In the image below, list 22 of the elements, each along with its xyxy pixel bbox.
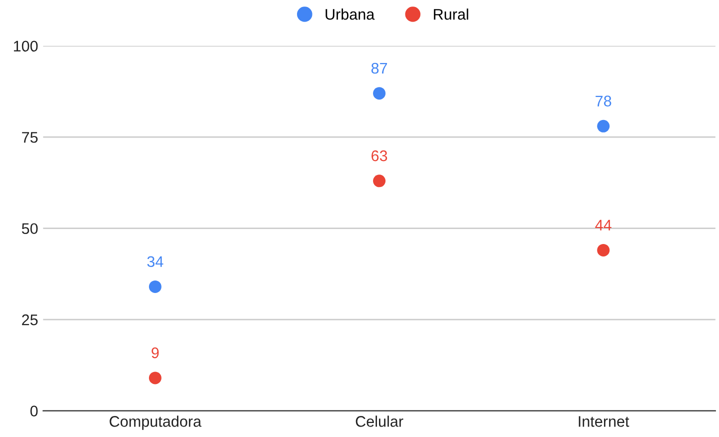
- y-tick-label: 25: [22, 314, 38, 326]
- y-tick-label: 75: [22, 132, 38, 143]
- y-tick-label: 0: [30, 406, 38, 416]
- data-label: 78: [596, 96, 612, 106]
- legend-label: Rural: [434, 8, 468, 20]
- point: [373, 87, 386, 100]
- point: [597, 120, 610, 132]
- data-label: 9: [152, 347, 159, 358]
- point: [148, 372, 162, 384]
- data-label: 34: [147, 256, 164, 268]
- point: [597, 244, 610, 256]
- x-tick-label: Celular: [356, 416, 404, 427]
- data-label: 44: [595, 220, 612, 230]
- data-label: 87: [371, 62, 388, 74]
- y-tick-label: 100: [14, 40, 38, 52]
- x-tick-label: Computadora: [110, 416, 202, 430]
- point: [148, 280, 162, 293]
- legend-label: Urbana: [326, 8, 375, 20]
- point: [373, 174, 386, 188]
- data-label: 63: [372, 150, 388, 162]
- y-tick-label: 50: [22, 223, 38, 234]
- x-tick-label: Internet: [578, 416, 630, 427]
